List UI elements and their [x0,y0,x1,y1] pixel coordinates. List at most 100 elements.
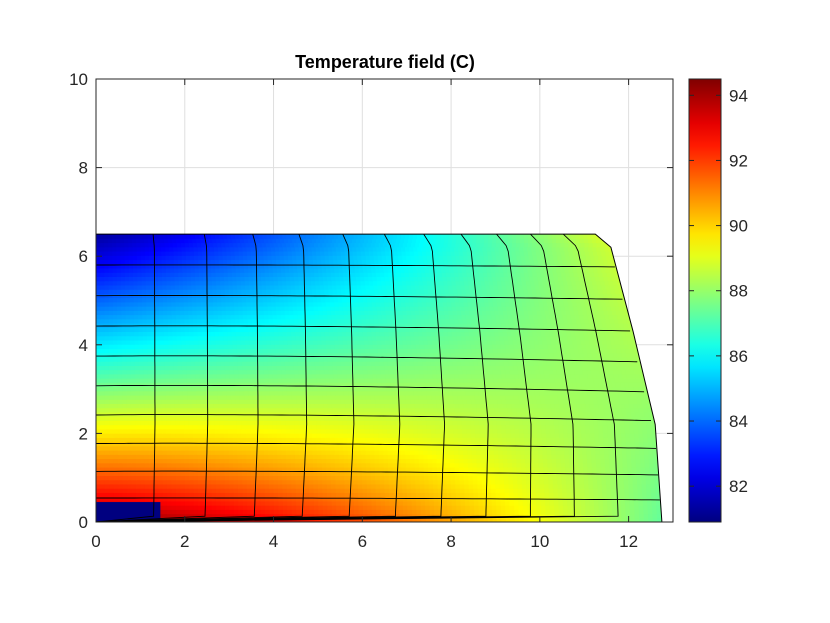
field-cell [600,373,606,379]
field-cell [131,441,137,447]
field-cell [531,369,536,375]
field-cell [208,382,214,388]
field-cell [413,361,419,366]
field-cell [233,505,239,510]
field-cell [570,394,576,400]
field-cell [638,509,644,515]
field-cell [586,445,592,451]
field-cell [458,399,463,405]
field-cell [335,471,341,477]
field-cell [547,466,553,472]
field-cell [236,420,242,426]
field-cell [567,500,573,506]
field-cell [585,437,591,443]
field-cell [299,475,305,481]
field-cell [436,403,442,409]
field-cell [387,361,393,366]
field-cell [286,378,292,383]
field-cell [451,416,457,421]
field-cell [413,441,419,447]
field-cell [631,394,637,400]
field-cell [531,500,537,506]
field-cell [332,361,337,366]
field-cell [246,462,252,468]
field-cell [566,373,572,379]
field-cell [272,450,278,455]
field-cell [303,458,309,464]
field-cell [193,509,199,515]
field-cell [320,378,326,383]
field-cell [317,479,323,485]
field-cell [385,517,391,522]
field-cell [436,369,442,375]
field-cell [412,513,418,519]
field-cell [566,492,572,498]
field-cell [607,433,613,438]
field-cell [339,466,345,472]
field-cell [276,433,282,438]
field-cell [180,513,186,519]
field-cell [589,509,595,515]
field-cell [233,356,238,362]
field-cell [250,450,256,455]
field-cell [162,509,168,515]
field-cell [621,513,627,519]
field-cell [108,373,114,379]
field-cell [149,450,155,455]
field-cell [431,394,437,400]
field-cell [329,433,335,438]
field-cell [171,458,177,464]
field-cell [345,365,351,371]
field-cell [421,420,427,426]
field-cell [414,466,420,472]
field-cell [430,424,436,430]
field-cell [358,500,364,506]
field-cell [156,369,162,375]
field-cell [451,411,457,417]
field-cell [269,505,275,510]
field-cell [419,475,425,481]
field-cell [463,378,469,383]
field-cell [160,356,166,362]
field-cell [555,382,560,388]
field-cell [144,420,150,426]
field-cell [468,479,474,485]
field-cell [332,517,338,522]
field-cell [398,411,404,417]
field-cell [273,462,279,468]
field-cell [188,445,194,451]
field-cell [565,411,571,417]
field-cell [585,500,591,506]
field-cell [212,365,217,371]
field-cell [523,399,529,405]
field-cell [242,373,248,379]
field-cell [353,361,359,366]
field-cell [191,378,197,383]
field-cell [239,386,245,392]
field-cell [577,386,583,392]
field-cell [629,424,635,430]
field-cell [371,509,377,515]
field-cell [561,479,567,485]
field-cell [382,428,388,434]
field-cell [470,428,476,434]
field-cell [577,441,583,447]
field-cell [583,373,589,379]
field-cell [460,500,466,506]
field-cell [510,378,516,383]
field-cell [197,471,203,477]
field-cell [558,424,564,430]
field-cell [227,403,233,409]
field-cell [122,441,128,447]
field-cell [130,382,136,388]
field-cell [388,365,394,371]
field-cell [635,450,641,455]
field-cell [534,411,540,417]
field-cell [197,466,203,472]
field-cell [156,373,162,379]
field-cell [139,373,145,379]
field-cell [548,488,554,493]
field-cell [497,428,503,434]
field-cell [603,407,609,413]
field-cell [486,483,492,489]
